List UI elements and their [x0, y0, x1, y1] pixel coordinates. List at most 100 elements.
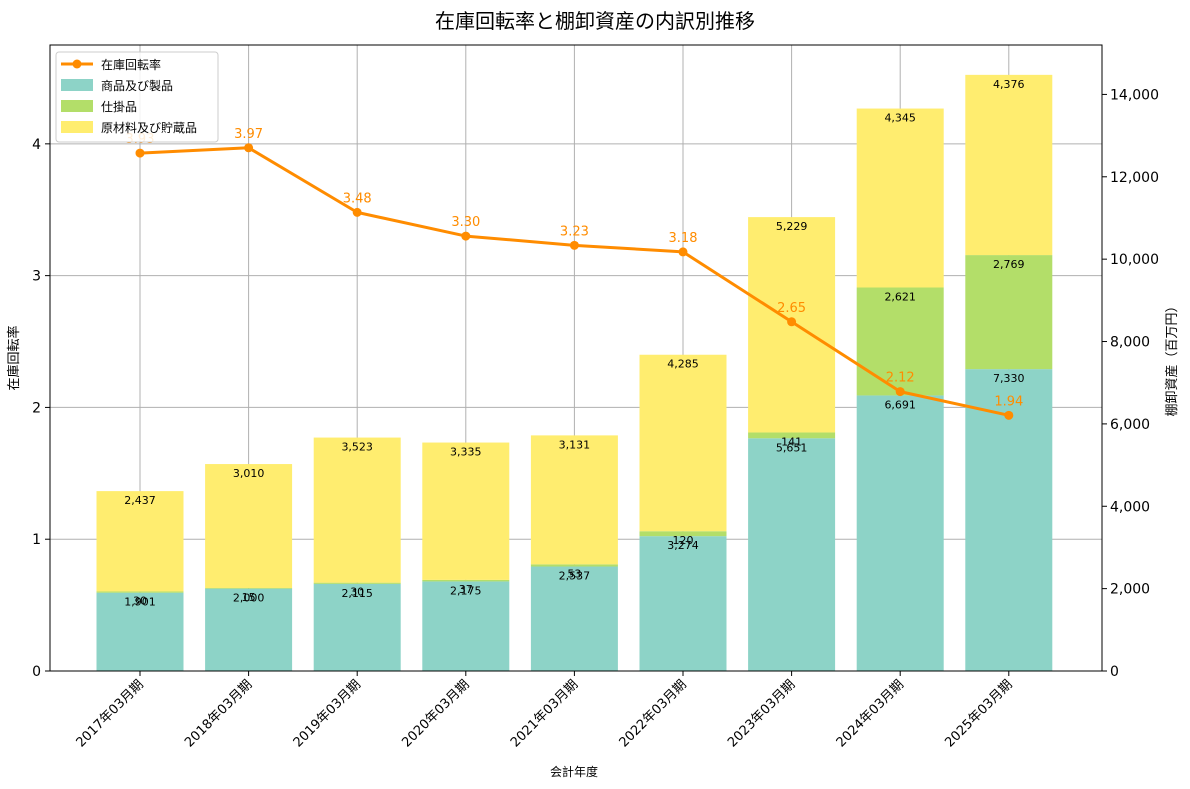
bar-1-6 [639, 536, 727, 671]
legend-swatch [61, 121, 93, 133]
y-tick-label-left: 3 [32, 269, 41, 285]
bar-2-9 [965, 255, 1053, 370]
y-tick-label-right: 0 [1110, 664, 1119, 680]
bar-label: 4,376 [993, 78, 1025, 91]
bar-label: 5,229 [776, 220, 808, 233]
turnover-label: 2.12 [886, 371, 915, 386]
bar-1-4 [422, 581, 510, 671]
turnover-label: 3.23 [560, 224, 589, 239]
turnover-point [461, 231, 471, 241]
y-tick-label-right: 10,000 [1110, 252, 1159, 268]
turnover-point [895, 387, 905, 397]
turnover-point [135, 148, 145, 158]
bar-label: 6,691 [884, 398, 916, 411]
turnover-label: 3.48 [343, 191, 372, 206]
legend-swatch-marker [72, 59, 82, 69]
turnover-label: 3.30 [451, 215, 480, 230]
turnover-label: 1.94 [994, 394, 1023, 409]
bar-label: 4,285 [667, 358, 699, 371]
bar-2-4 [422, 579, 510, 582]
bar-1-1 [96, 592, 184, 671]
bar-label: 30 [133, 594, 147, 607]
bar-label: 3,335 [450, 446, 482, 459]
y-tick-label-right: 4,000 [1110, 499, 1150, 515]
x-axis-label: 会計年度 [550, 764, 598, 779]
bar-2-8 [856, 287, 944, 396]
turnover-point [787, 317, 797, 327]
turnover-label: 2.65 [777, 301, 806, 316]
y-tick-label-right: 6,000 [1110, 417, 1150, 433]
bar-label: 2,537 [559, 570, 591, 583]
bar-label: 37 [459, 583, 473, 596]
y-axis-label-left: 在庫回転率 [6, 325, 22, 390]
bar-2-7 [748, 432, 836, 439]
y-tick-label-right: 14,000 [1110, 87, 1159, 103]
bar-label: 3,131 [559, 438, 591, 451]
bar-2-2 [205, 588, 293, 589]
bar-label: 30 [350, 586, 364, 599]
bar-label: 4,345 [884, 112, 916, 125]
bar-label: 7,330 [993, 372, 1025, 385]
legend-swatch [61, 100, 93, 112]
bar-label: 15 [242, 591, 256, 604]
bar-3-2 [205, 464, 293, 589]
bar-1-5 [530, 566, 618, 671]
bar-label: 2,175 [450, 584, 482, 597]
chart-title: 在庫回転率と棚卸資産の内訳別推移 [435, 9, 755, 33]
bar-label: 1,901 [124, 596, 156, 609]
turnover-point [244, 143, 254, 153]
bar-label: 2,621 [884, 290, 916, 303]
bar-label: 3,523 [341, 441, 373, 454]
bar-1-7 [748, 438, 836, 671]
bar-3-3 [313, 437, 401, 583]
bar-label: 141 [781, 435, 802, 448]
bar-label: 2,437 [124, 494, 156, 507]
bar-3-4 [422, 442, 510, 580]
turnover-label: 3.18 [669, 231, 698, 246]
bar-label: 2,115 [341, 587, 373, 600]
turnover-point [352, 207, 362, 217]
legend-label: 仕掛品 [101, 99, 137, 114]
bar-2-3 [313, 582, 401, 584]
y-axis-label-right: 棚卸資産（百万円） [1164, 299, 1180, 416]
bar-3-8 [856, 108, 944, 288]
y-tick-label-right: 8,000 [1110, 335, 1150, 351]
legend-label: 商品及び製品 [101, 78, 173, 93]
bar-label: 53 [567, 567, 581, 580]
bar-label: 3,010 [233, 467, 265, 480]
bar-label: 3,274 [667, 539, 699, 552]
bar-label: 5,651 [776, 441, 808, 454]
bar-3-1 [96, 491, 184, 592]
turnover-label: 3.97 [234, 127, 263, 142]
legend-label: 在庫回転率 [101, 57, 161, 72]
bar-2-5 [530, 564, 618, 567]
legend-label: 原材料及び貯蔵品 [101, 121, 197, 135]
line-layer: 3.933.973.483.303.233.182.652.121.94 [126, 127, 1023, 420]
turnover-point [1004, 410, 1014, 420]
turnover-point [569, 240, 579, 250]
turnover-point [678, 247, 688, 257]
bar-1-3 [313, 583, 401, 671]
legend-swatch [61, 79, 93, 91]
bar-label: 2,769 [993, 258, 1025, 271]
y-tick-label-left: 2 [32, 400, 41, 416]
bar-3-5 [530, 435, 618, 565]
bar-3-9 [965, 74, 1053, 256]
bar-1-8 [856, 395, 944, 671]
bar-label: 2,000 [233, 592, 265, 605]
bar-label: 120 [673, 534, 694, 547]
bar-1-2 [205, 588, 293, 671]
plot-frame [49, 44, 1103, 672]
bar-2-6 [639, 531, 727, 537]
legend-box [55, 51, 219, 143]
bar-3-6 [639, 354, 727, 532]
y-tick-label-right: 2,000 [1110, 582, 1150, 598]
y-tick-label-left: 1 [32, 532, 41, 548]
bar-label-layer: 1,901302,4372,000153,0102,115303,5232,17… [124, 78, 1024, 609]
y-tick-label-right: 12,000 [1110, 170, 1159, 186]
y-tick-label-left: 0 [32, 664, 41, 680]
bar-2-1 [96, 591, 184, 593]
bar-layer [96, 74, 1053, 671]
